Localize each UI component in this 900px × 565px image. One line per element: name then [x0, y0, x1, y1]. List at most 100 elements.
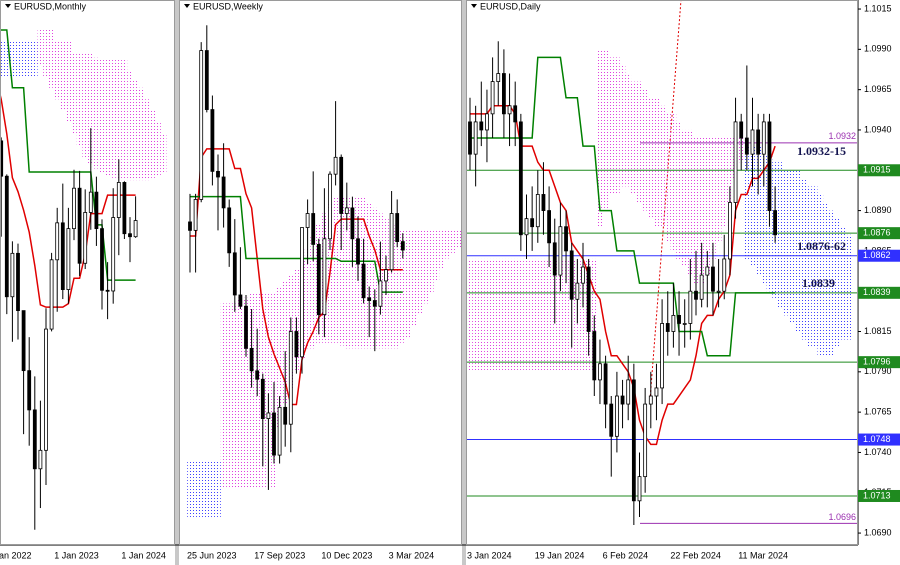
cloud-segment: [198, 460, 204, 517]
candle-body: [524, 218, 529, 236]
cloud-segment: [472, 258, 479, 372]
chart-title: EURUSD,Monthly: [14, 1, 87, 11]
cloud-segment: [0, 41, 4, 77]
cloud-segment: [693, 138, 699, 284]
cloud-segment: [755, 146, 761, 276]
y-tick-label: 1.0690: [864, 527, 892, 537]
candle-body: [564, 226, 568, 252]
indicator-line: [0, 91, 136, 308]
level-label: 1.0796: [863, 357, 891, 367]
cloud-segment: [15, 41, 21, 77]
cloud-segment: [9, 41, 16, 77]
level-tag: [858, 433, 900, 446]
cloud-segment: [104, 60, 111, 176]
candle-body: [665, 323, 670, 332]
cloud-segment: [405, 230, 412, 338]
x-tick-label: 1 Jan 2022: [0, 550, 32, 560]
cloud-segment: [653, 97, 660, 227]
cloud-segment: [512, 258, 519, 372]
level-label: 1.0876: [863, 228, 891, 238]
candle-body: [631, 379, 636, 502]
cloud-segment: [777, 162, 784, 308]
candle-body: [677, 314, 681, 324]
cloud-segment: [840, 226, 846, 340]
candle-body: [105, 289, 110, 292]
level-label: 1.0748: [863, 434, 891, 444]
candle-body: [244, 305, 248, 349]
cloud-segment: [54, 41, 60, 100]
x-tick-label: 3 Jan 2024: [467, 550, 512, 560]
candle-body: [773, 210, 777, 236]
candle-body: [44, 328, 48, 451]
cloud-segment: [789, 170, 795, 324]
candle-body: [530, 218, 535, 228]
level-tag: [858, 164, 900, 177]
candle-body: [490, 81, 495, 115]
cloud-segment: [43, 30, 49, 77]
candle-body: [238, 294, 243, 307]
candle-body: [72, 187, 76, 230]
cloud-segment: [20, 41, 27, 77]
candle-body: [581, 266, 585, 284]
cloud-segment: [60, 41, 66, 111]
candle-body: [27, 370, 32, 411]
cloud-segment: [681, 129, 688, 268]
candle-body: [83, 212, 88, 264]
candle-body: [541, 194, 546, 211]
x-tick-label: 1 Jan 2024: [121, 550, 166, 560]
candle-body: [77, 187, 82, 264]
cloud-segment: [631, 81, 637, 195]
level-label: 1.0862: [863, 250, 891, 260]
candle-body: [204, 50, 209, 110]
y-tick-label: 1.0815: [864, 326, 892, 336]
cloud-segment: [828, 210, 835, 356]
candle-body: [199, 50, 204, 200]
y-tick-label: 1.0940: [864, 124, 892, 134]
candle-body: [767, 121, 772, 211]
cloud-segment: [37, 30, 44, 65]
candle-body: [60, 222, 65, 290]
cloud-segment: [422, 230, 428, 304]
cloud-segment: [394, 230, 400, 349]
y-tick-label: 1.0740: [864, 447, 892, 457]
cloud-segment: [439, 230, 445, 270]
cloud-segment: [501, 258, 507, 372]
cloud-segment: [540, 258, 547, 372]
cloud-segment: [144, 99, 150, 181]
candle-body: [592, 331, 597, 381]
candle-body: [513, 105, 518, 123]
candle-body: [603, 363, 608, 405]
candle-body: [122, 182, 127, 235]
level-tag: [858, 286, 900, 299]
candle-body: [266, 412, 271, 419]
candle-body: [552, 242, 557, 276]
plot-area: [0, 29, 167, 530]
candle-body: [654, 387, 659, 397]
candle-body: [216, 170, 220, 178]
candle-body: [485, 113, 489, 131]
candle-body: [210, 109, 215, 172]
candle-body: [733, 121, 738, 203]
level-tag: [858, 249, 900, 262]
plot-area: [187, 25, 462, 517]
cloud-segment: [155, 122, 161, 176]
cloud-segment: [215, 460, 221, 517]
cloud-segment: [132, 80, 139, 181]
cloud-segment: [794, 170, 801, 332]
cloud-segment: [110, 60, 116, 178]
cloud-segment: [26, 41, 32, 77]
candle-body: [609, 403, 614, 437]
candle-body: [356, 238, 360, 265]
cloud-segment: [823, 202, 829, 356]
x-tick-label: 17 Sep 2023: [254, 550, 305, 560]
candle-body: [705, 266, 710, 276]
cloud-segment: [614, 57, 620, 195]
cloud-segment: [715, 138, 722, 243]
candle-body: [716, 290, 721, 293]
cloud-segment: [282, 280, 288, 405]
cloud-segment: [597, 49, 603, 227]
x-tick-label: 3 Mar 2024: [389, 550, 435, 560]
cloud-segment: [478, 258, 485, 372]
